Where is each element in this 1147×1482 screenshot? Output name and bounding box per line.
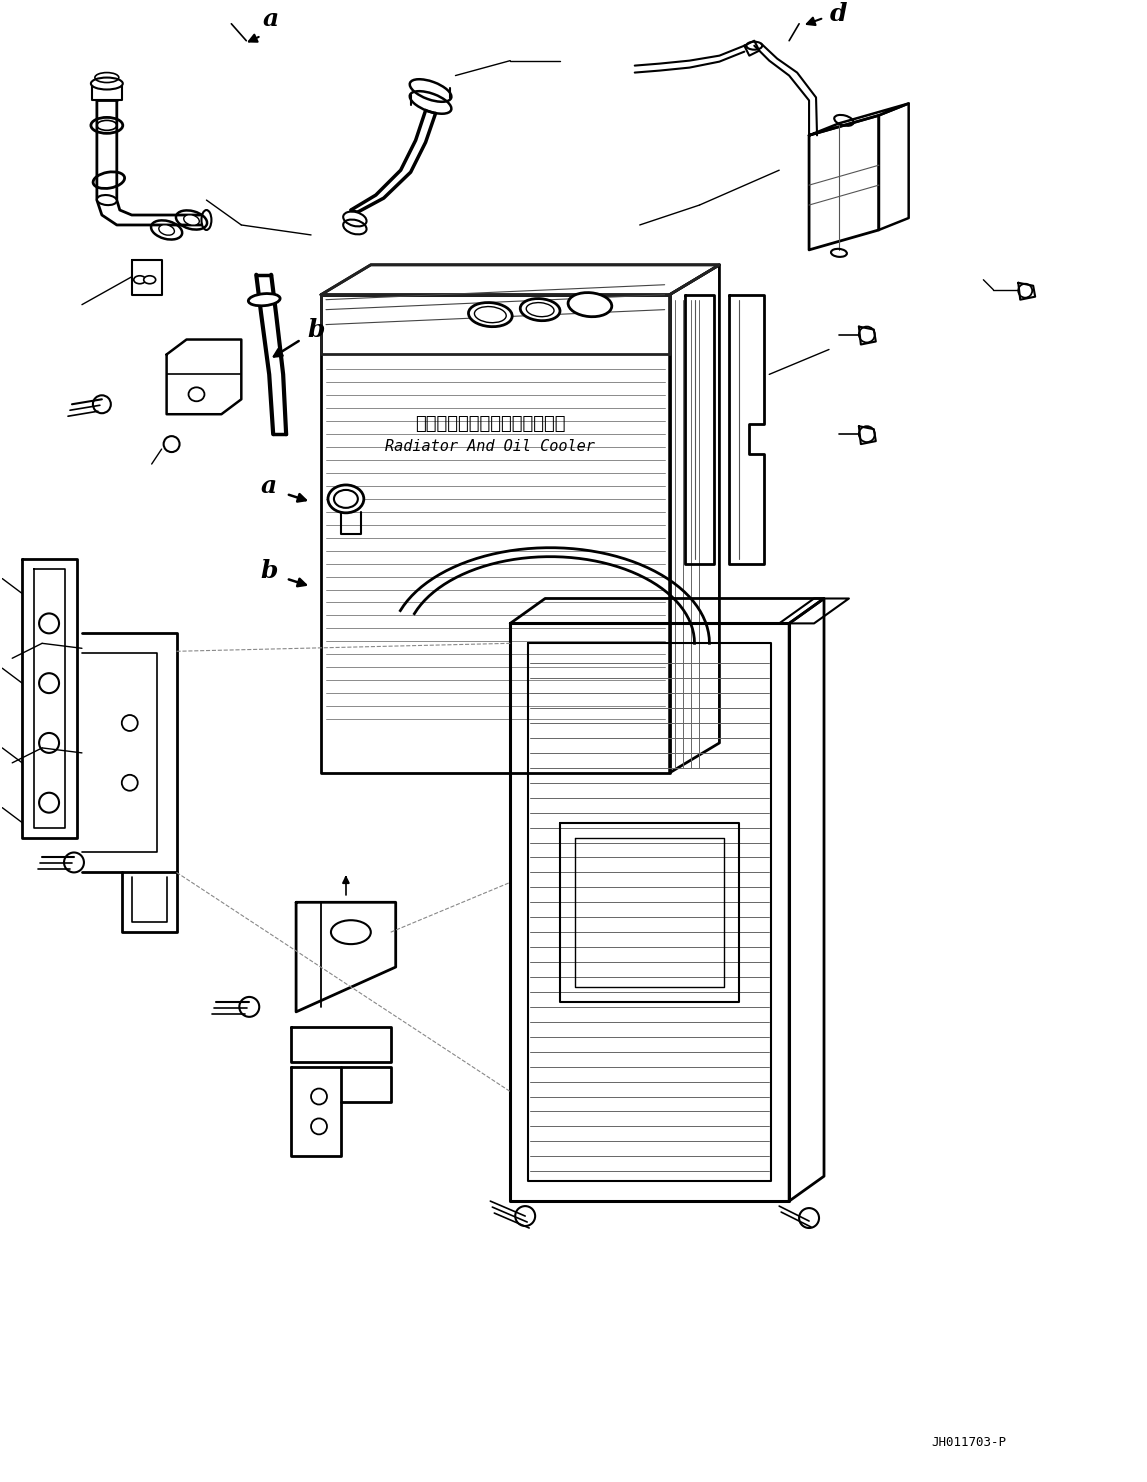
Text: a: a [262, 474, 278, 498]
Ellipse shape [202, 210, 211, 230]
Ellipse shape [249, 293, 280, 305]
Text: JH011703-P: JH011703-P [931, 1436, 1006, 1449]
Ellipse shape [568, 292, 611, 317]
Text: d: d [830, 1, 848, 25]
Ellipse shape [521, 298, 560, 320]
Text: ラジエータおよびオイルクーラ: ラジエータおよびオイルクーラ [415, 415, 565, 433]
Ellipse shape [134, 276, 146, 283]
Text: Radiator And Oil Cooler: Radiator And Oil Cooler [385, 439, 595, 453]
Ellipse shape [158, 225, 174, 236]
Ellipse shape [188, 387, 204, 402]
Ellipse shape [143, 276, 156, 283]
Ellipse shape [331, 920, 370, 944]
Ellipse shape [468, 302, 513, 326]
Ellipse shape [328, 485, 364, 513]
Ellipse shape [96, 196, 117, 205]
Text: b: b [307, 317, 325, 341]
Ellipse shape [343, 212, 367, 227]
Text: b: b [260, 559, 278, 582]
Text: a: a [263, 7, 280, 31]
Ellipse shape [184, 215, 200, 225]
